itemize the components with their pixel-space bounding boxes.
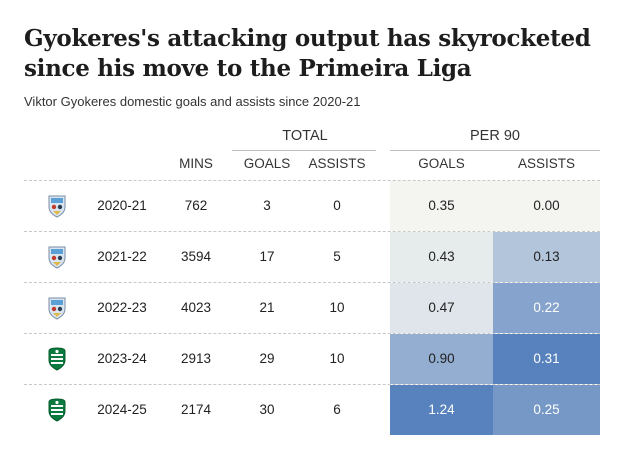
per90-group-rule [390, 150, 600, 151]
season-cell: 2020-21 [97, 198, 147, 213]
goals-per90-cell: 0.43 [390, 232, 493, 282]
coventry-crest-icon [48, 195, 66, 218]
chart-title: Gyokeres's attacking output has skyrocke… [24, 25, 591, 82]
coventry-crest-icon [48, 297, 66, 320]
chart-subtitle: Viktor Gyokeres domestic goals and assis… [24, 94, 361, 109]
table-row: 2021-22 3594 17 5 0.43 0.13 [24, 232, 600, 282]
table-row: 2024-25 2174 30 6 1.24 0.25 [24, 385, 600, 435]
table-row: 2020-21 762 3 0 0.35 0.00 [24, 181, 600, 231]
assists-cell: 0 [333, 198, 341, 213]
season-cell: 2023-24 [97, 351, 147, 366]
per90-group-header: PER 90 [470, 128, 520, 144]
total-group-header: TOTAL [282, 128, 328, 144]
season-cell: 2022-23 [97, 300, 147, 315]
col-header-assists: ASSISTS [308, 156, 366, 171]
mins-cell: 762 [184, 198, 208, 213]
row-separator [24, 180, 600, 181]
sporting-crest-icon [48, 398, 66, 422]
goals-cell: 17 [259, 249, 275, 264]
total-group-rule [232, 150, 376, 151]
goals-per90-cell: 0.35 [390, 181, 493, 231]
goals-cell: 30 [259, 402, 275, 417]
goals-cell: 29 [259, 351, 275, 366]
col-header-assists-per90: ASSISTS [517, 156, 576, 171]
season-cell: 2021-22 [97, 249, 147, 264]
sporting-crest-icon [48, 347, 66, 371]
row-separator [24, 384, 600, 385]
coventry-crest-icon [48, 246, 66, 269]
row-separator [24, 282, 600, 283]
mins-cell: 2174 [180, 402, 212, 417]
mins-cell: 2913 [180, 351, 212, 366]
goals-per90-cell: 0.47 [390, 283, 493, 333]
assists-per90-cell: 0.25 [493, 385, 600, 435]
col-header-goals: GOALS [243, 156, 291, 171]
mins-cell: 4023 [180, 300, 212, 315]
assists-cell: 10 [329, 300, 345, 315]
assists-per90-cell: 0.22 [493, 283, 600, 333]
goals-cell: 3 [263, 198, 271, 213]
assists-cell: 10 [329, 351, 345, 366]
row-separator [24, 231, 600, 232]
col-header-goals-per90: GOALS [418, 156, 465, 171]
assists-per90-cell: 0.13 [493, 232, 600, 282]
assists-cell: 6 [333, 402, 341, 417]
assists-cell: 5 [333, 249, 341, 264]
mins-cell: 3594 [180, 249, 212, 264]
row-separator [24, 333, 600, 334]
table-row: 2023-24 2913 29 10 0.90 0.31 [24, 334, 600, 384]
goals-per90-cell: 0.90 [390, 334, 493, 384]
col-header-mins: MINS [179, 156, 213, 171]
assists-per90-cell: 0.31 [493, 334, 600, 384]
goals-cell: 21 [259, 300, 275, 315]
season-cell: 2024-25 [97, 402, 147, 417]
table-row: 2022-23 4023 21 10 0.47 0.22 [24, 283, 600, 333]
assists-per90-cell: 0.00 [493, 181, 600, 231]
goals-per90-cell: 1.24 [390, 385, 493, 435]
